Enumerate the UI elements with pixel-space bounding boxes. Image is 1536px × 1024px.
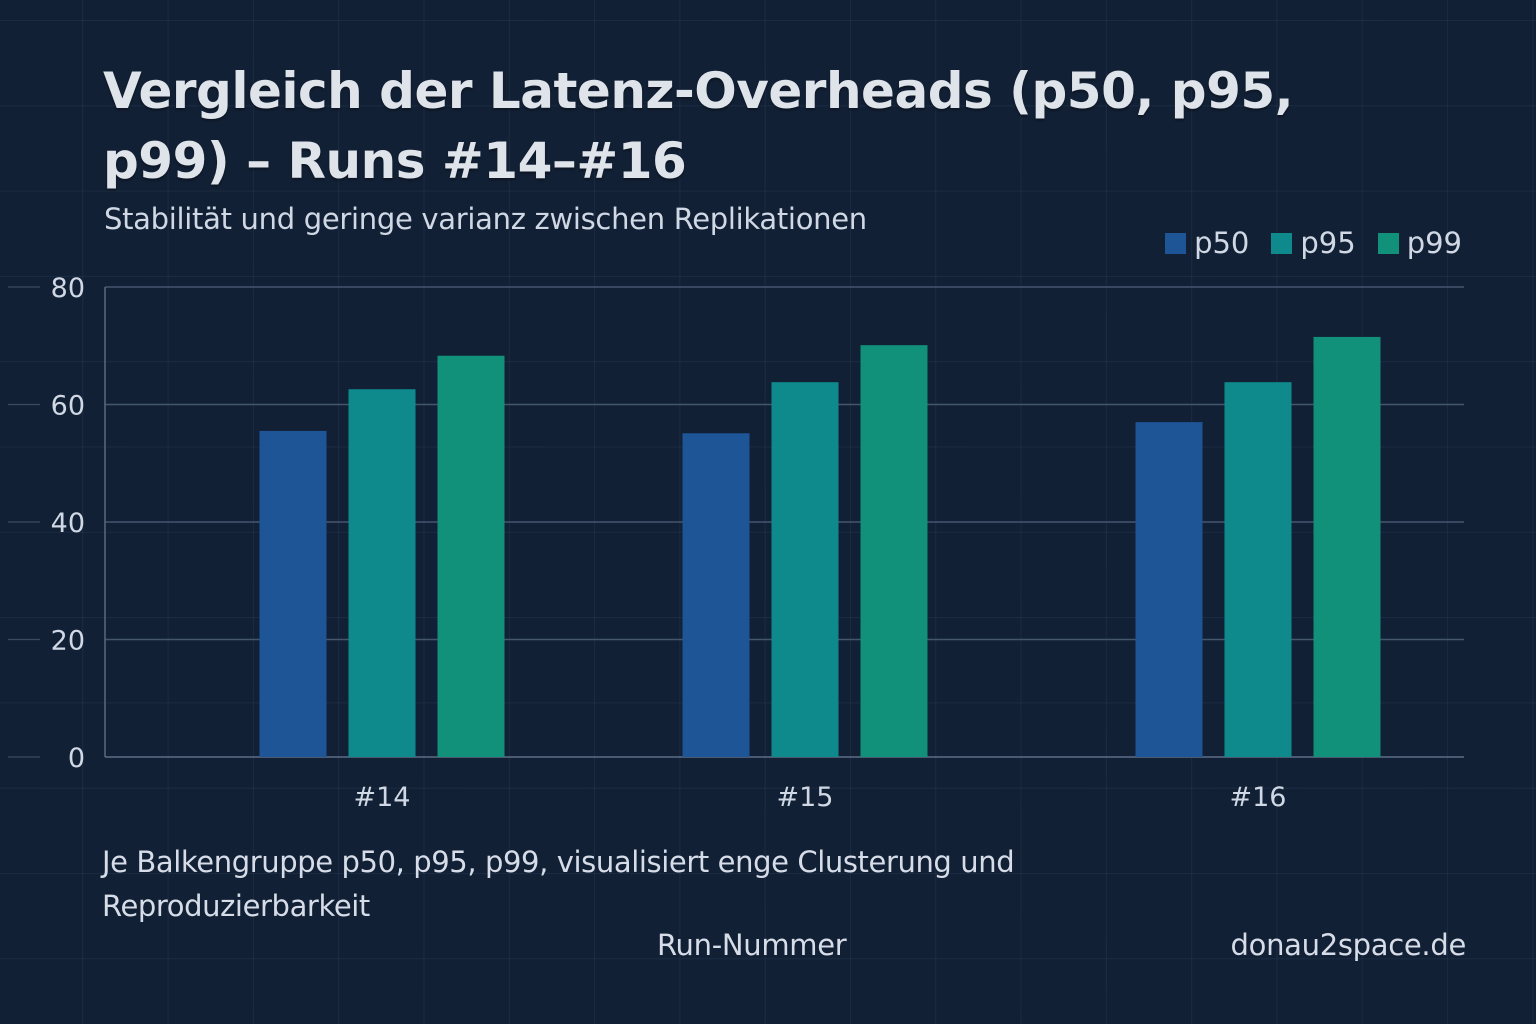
legend: p50 p95 p99	[1165, 226, 1462, 260]
bar-p99-run15	[860, 345, 928, 757]
chart-annotation: Je Balkengruppe p50, p95, p99, visualisi…	[102, 845, 1015, 923]
bar-p95-run14	[348, 389, 416, 757]
chart-subtitle: Stabilität und geringe varianz zwischen …	[104, 202, 867, 236]
bar-p99-run14	[437, 355, 505, 757]
legend-item-p95: p95	[1271, 226, 1356, 260]
chart-title: Vergleich der Latenz-Overheads (p50, p95…	[103, 62, 1294, 190]
x-axis-label: Run-Nummer	[657, 928, 847, 962]
legend-label-p99: p99	[1406, 226, 1462, 260]
x-tick-label: #14	[354, 782, 411, 813]
y-tick-label: 60	[51, 391, 85, 422]
bar-p95-run15	[771, 382, 839, 757]
bar-p50-run16	[1135, 422, 1203, 757]
x-tick-label: #15	[777, 782, 834, 813]
bar-p50-run14	[259, 430, 327, 757]
legend-item-p99: p99	[1377, 226, 1462, 260]
y-tick-label: 40	[51, 508, 85, 539]
legend-swatch-p99	[1377, 232, 1399, 254]
legend-swatch-p50	[1165, 232, 1187, 254]
y-tick-label: 0	[68, 743, 85, 774]
legend-label-p50: p50	[1194, 226, 1250, 260]
y-tick-label: 20	[51, 626, 85, 657]
legend-item-p50: p50	[1165, 226, 1249, 260]
bar-p99-run16	[1313, 336, 1381, 757]
bar-p50-run15	[682, 433, 750, 757]
bar-p95-run16	[1224, 382, 1292, 757]
y-tick-label: 80	[51, 273, 85, 304]
legend-swatch-p95	[1271, 232, 1293, 254]
watermark: donau2space.de	[1230, 928, 1467, 962]
x-tick-label: #16	[1230, 782, 1287, 813]
legend-label-p95: p95	[1300, 226, 1356, 260]
